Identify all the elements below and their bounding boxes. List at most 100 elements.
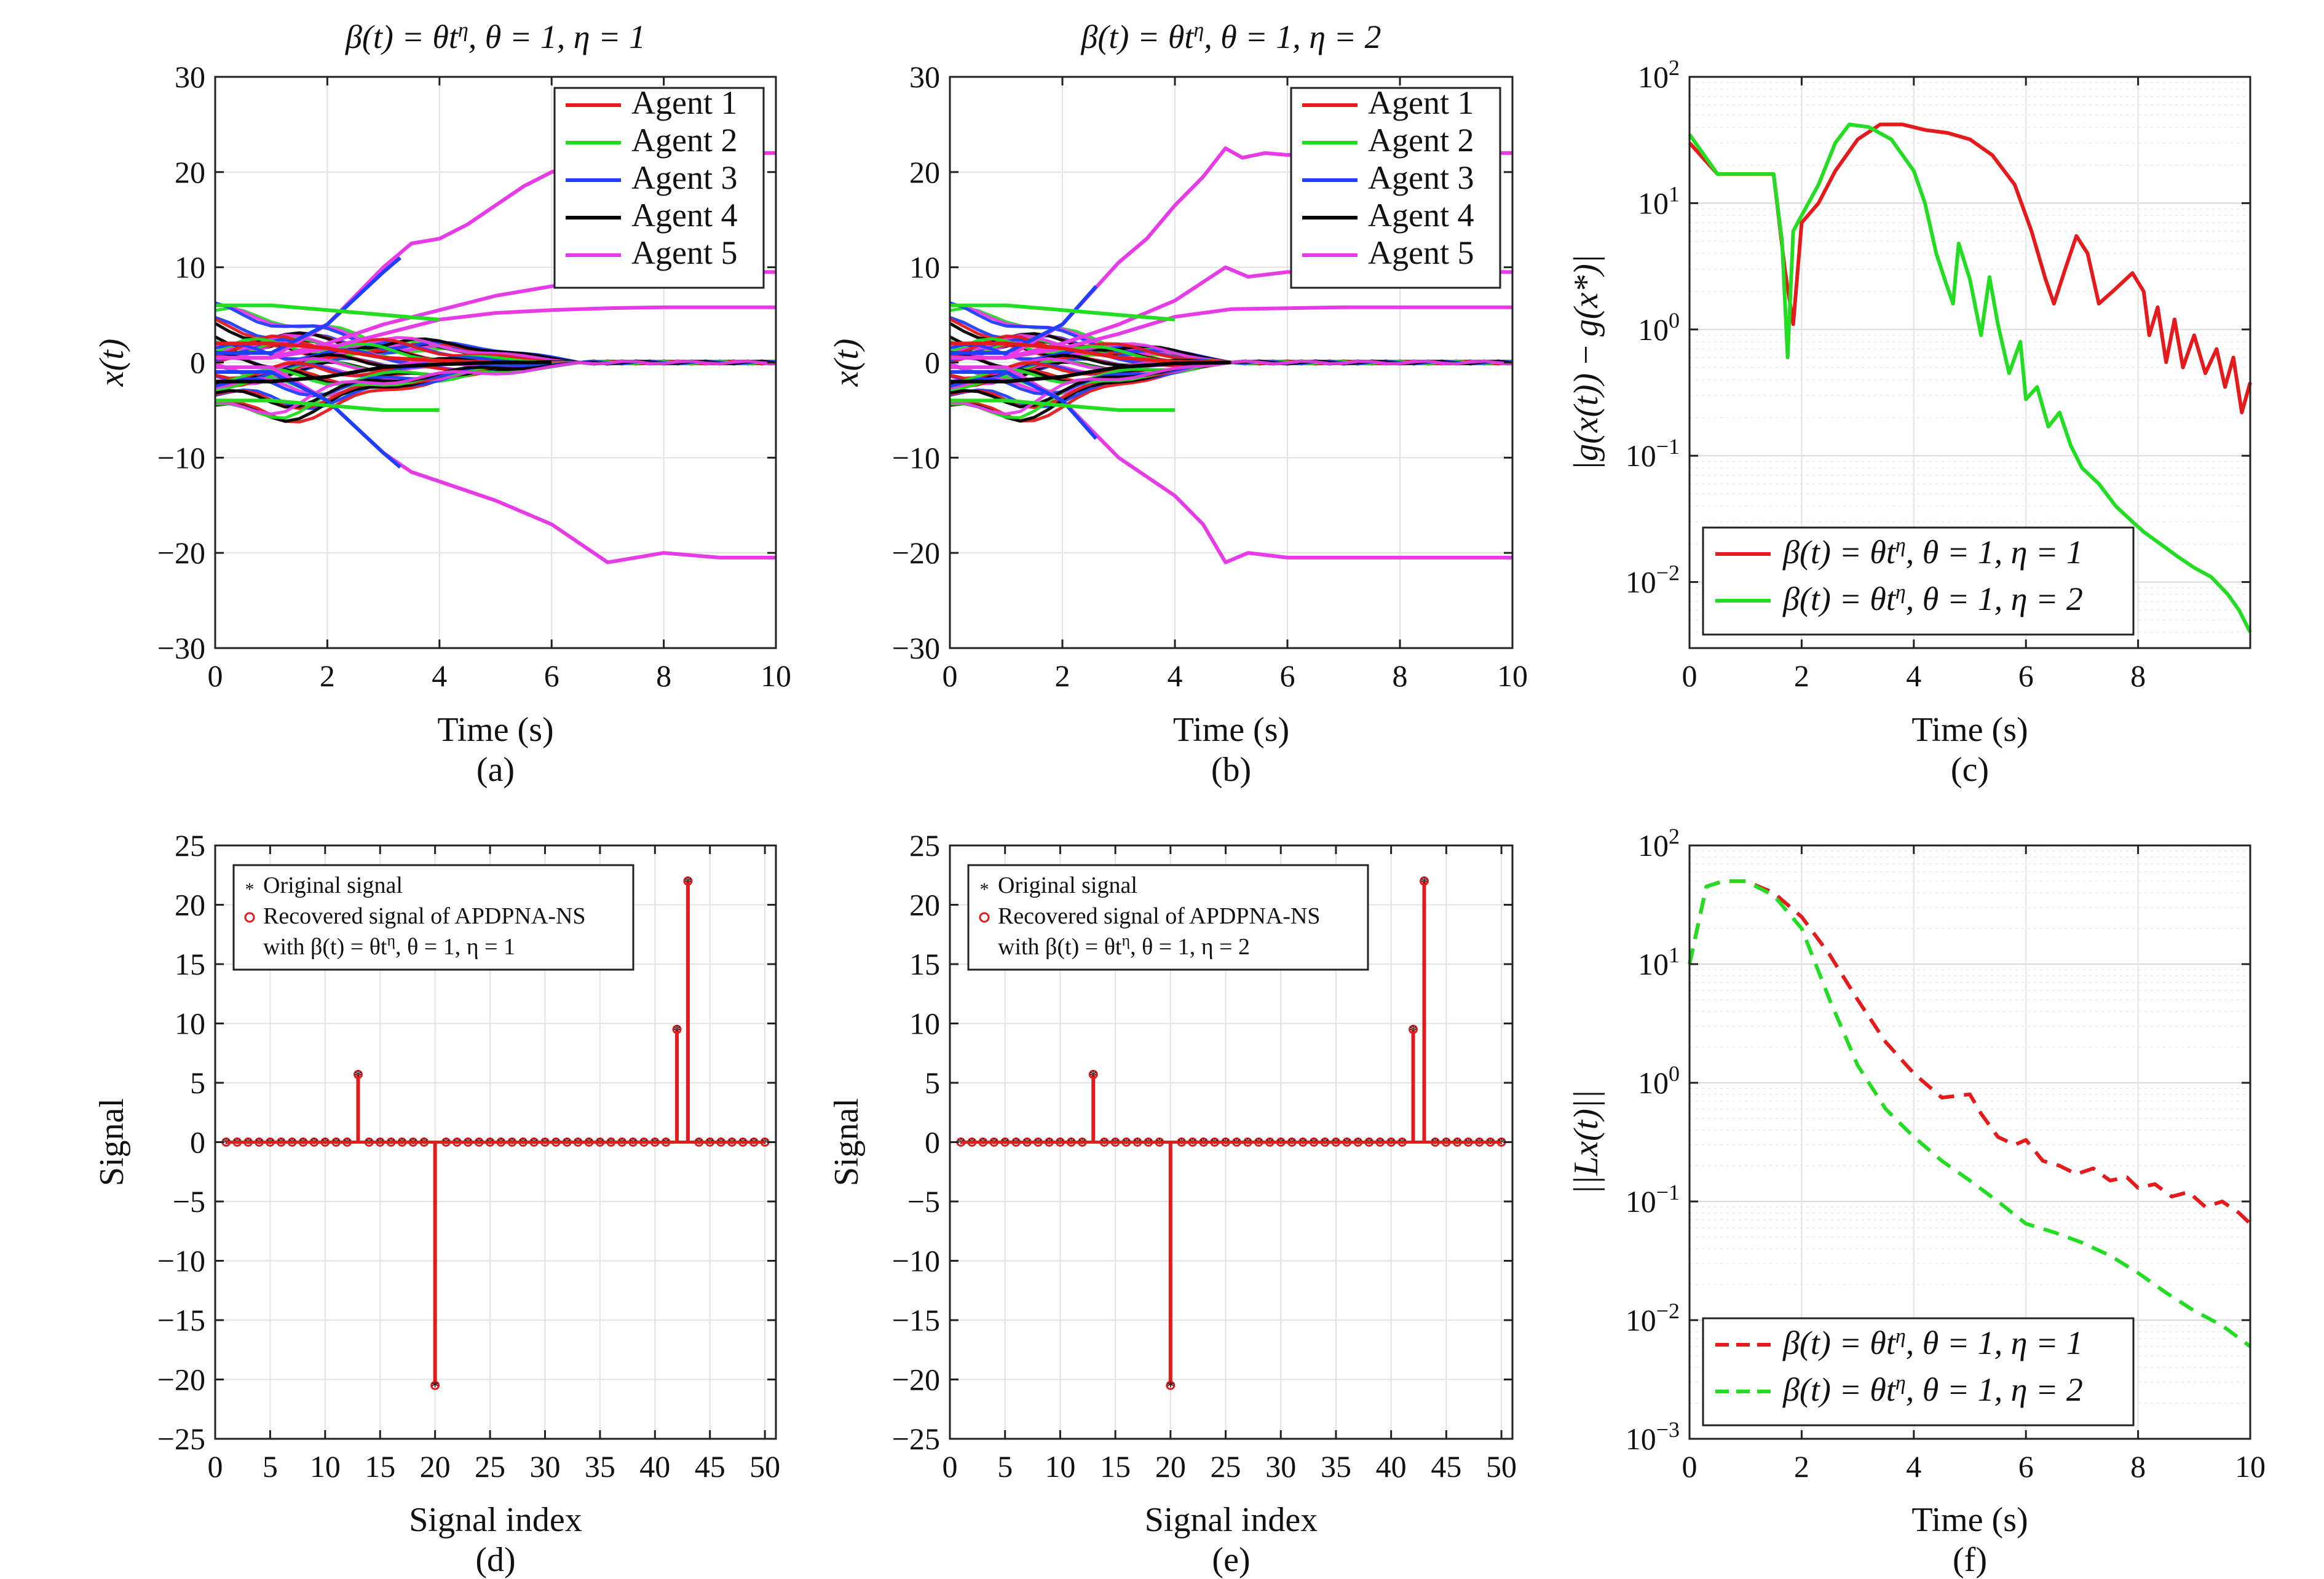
- legend-label: Recovered signal of APDPNA-NS: [263, 903, 586, 929]
- y-tick-label: 25: [909, 828, 940, 863]
- x-tick-label: 40: [639, 1449, 670, 1484]
- y-tick-label: 15: [175, 947, 205, 981]
- legend-label: Agent 3: [1368, 159, 1474, 196]
- stem-group: ****************************************…: [956, 874, 1506, 1396]
- x-tick-label: 45: [695, 1449, 725, 1484]
- series-line-3: [950, 365, 1512, 564]
- x-tick-label: 8: [1393, 659, 1408, 693]
- legend-label: Agent 2: [1368, 122, 1474, 159]
- x-tick-label: 2: [1794, 1449, 1809, 1484]
- plot-frame: [1688, 844, 2251, 1440]
- x-tick-label: 8: [2130, 1449, 2146, 1484]
- x-tick-label: 10: [1497, 659, 1528, 693]
- y-tick-label: 0: [190, 1125, 205, 1160]
- x-tick-label: 50: [749, 1449, 780, 1484]
- x-tick-label: 15: [1100, 1449, 1131, 1484]
- panel-e: ****************************************…: [828, 828, 1517, 1579]
- legend-circle-marker: [979, 912, 990, 923]
- recovered-marker: [683, 876, 693, 886]
- x-tick-label: 10: [1045, 1449, 1075, 1484]
- legend-label: Agent 1: [631, 84, 737, 121]
- plot-frame: [1688, 76, 2251, 649]
- series-line-7: [950, 398, 1175, 412]
- x-tick-label: 4: [1168, 659, 1183, 693]
- x-axis-label: Signal index: [409, 1501, 582, 1539]
- x-tick-label: 0: [208, 1449, 223, 1484]
- series-group: [1688, 122, 2252, 633]
- legend-label: Agent 5: [631, 234, 737, 271]
- y-tick-label: 15: [909, 947, 940, 981]
- x-tick-label: 15: [365, 1449, 395, 1484]
- y-tick-label: 5: [925, 1066, 940, 1100]
- legend-label: β(t) = θtη, θ = 1, η = 1: [1782, 1324, 2083, 1361]
- original-marker: *: [1166, 1378, 1174, 1396]
- x-tick-label: 2: [1055, 659, 1070, 693]
- panel-c: β(t) = θtη, θ = 1, η = 1 β(t) = θtη, θ = …: [1567, 55, 2252, 789]
- x-tick-label: 20: [420, 1449, 451, 1484]
- series-line-1: [1688, 879, 2251, 1348]
- y-tick-label: 10: [175, 250, 205, 285]
- y-axis-label: |g(x(t)) − g(x*)|: [1567, 255, 1605, 471]
- legend-label: Agent 4: [1368, 197, 1474, 234]
- legend-label: Original signal: [263, 873, 403, 898]
- x-axis-label: Time (s): [1173, 711, 1289, 749]
- y-tick-label: −10: [892, 440, 940, 475]
- y-axis-label: ||Lx(t)||: [1567, 1090, 1605, 1194]
- y-tick-label: −10: [157, 1244, 205, 1278]
- series-line-4: [950, 285, 1098, 355]
- y-tick-label: 20: [909, 155, 940, 189]
- grid: [1689, 77, 2250, 649]
- x-tick-label: 30: [1265, 1449, 1296, 1484]
- y-tick-label: 30: [909, 60, 940, 94]
- x-tick-label: 35: [1321, 1449, 1351, 1484]
- chart-title: β(t) = θtη, θ = 1, η = 1: [345, 18, 646, 55]
- x-tick-label: 10: [761, 659, 791, 693]
- series-line-6: [215, 303, 440, 322]
- y-tick-label: 20: [175, 155, 205, 189]
- panel-caption: (a): [476, 751, 515, 789]
- y-axis-label: Signal: [828, 1098, 866, 1186]
- original-marker: *: [431, 1378, 439, 1396]
- x-tick-label: 4: [1906, 659, 1921, 693]
- y-tick-label: 0: [190, 346, 205, 380]
- y-tick-label: 101: [1638, 943, 1680, 981]
- legend-label: β(t) = θtη, θ = 1, η = 1: [1782, 534, 2083, 571]
- original-marker: *: [1089, 1067, 1097, 1085]
- y-tick-label: −20: [157, 1363, 205, 1397]
- y-tick-label: 10−1: [1626, 1180, 1680, 1219]
- legend-label: Agent 2: [631, 122, 737, 159]
- y-tick-label: −25: [157, 1422, 205, 1456]
- series-line-7: [215, 398, 440, 412]
- x-tick-label: 4: [1906, 1449, 1921, 1484]
- recovered-marker: [430, 1380, 440, 1390]
- legend-label: Agent 1: [1368, 84, 1474, 121]
- original-marker: *: [684, 874, 692, 892]
- x-axis-label: Time (s): [437, 711, 553, 749]
- x-tick-label: 0: [943, 659, 958, 693]
- y-tick-label: 5: [190, 1066, 205, 1100]
- recovered-marker: [353, 1069, 363, 1079]
- x-tick-label: 6: [2018, 1449, 2034, 1484]
- x-tick-label: 6: [1280, 659, 1295, 693]
- y-tick-label: 0: [925, 1125, 940, 1160]
- legend-box: [232, 864, 634, 971]
- y-axis-label: x(t): [93, 339, 131, 387]
- series-group: [1688, 879, 2252, 1348]
- x-tick-label: 50: [1486, 1449, 1517, 1484]
- original-marker: *: [1409, 1022, 1417, 1040]
- legend-circle-marker: [244, 912, 255, 923]
- legend-box: [967, 864, 1369, 971]
- y-tick-label: 10−1: [1626, 434, 1680, 473]
- y-tick-label: 101: [1638, 181, 1680, 220]
- original-marker: *: [1420, 874, 1428, 892]
- y-tick-label: 25: [175, 828, 205, 863]
- y-axis-label: Signal: [93, 1098, 131, 1186]
- series-line-1: [1688, 122, 2252, 633]
- legend-label: with β(t) = θtη, θ = 1, η = 2: [998, 932, 1250, 960]
- legend-label: Agent 4: [631, 197, 737, 234]
- legend-star-marker: *: [245, 879, 255, 900]
